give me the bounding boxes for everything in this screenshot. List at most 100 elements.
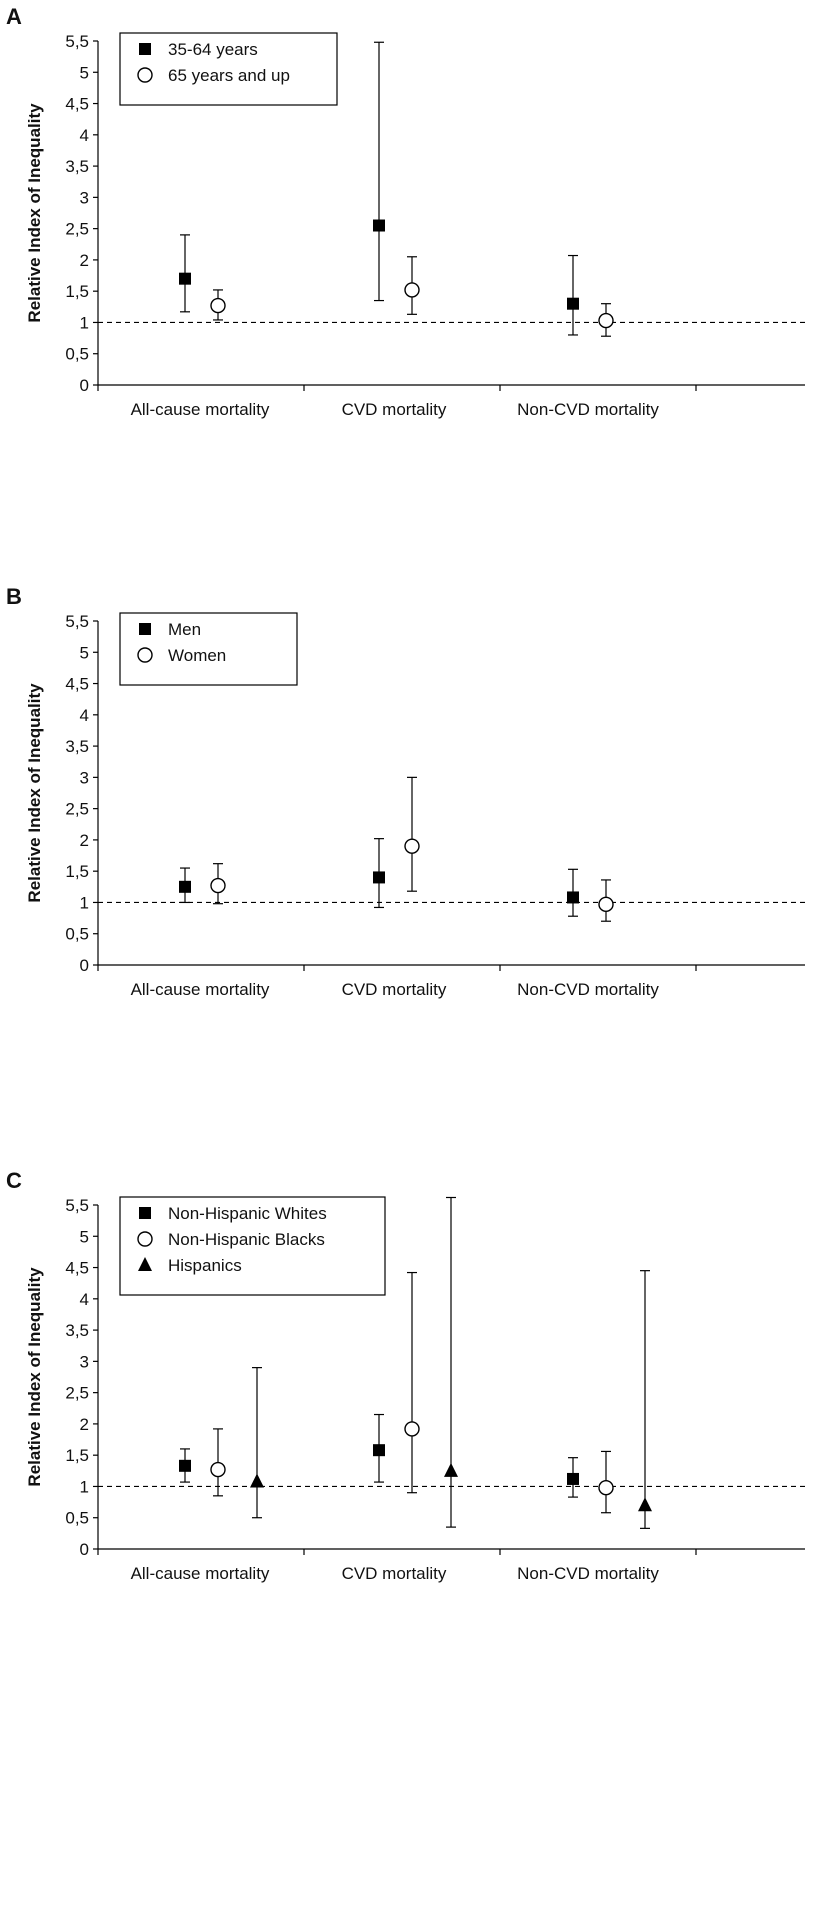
series-non-hispanic-whites xyxy=(179,1413,579,1498)
data-point xyxy=(179,272,191,285)
panel-label: C xyxy=(6,1168,22,1193)
y-tick-label: 1,5 xyxy=(65,1446,89,1465)
data-point xyxy=(598,1480,614,1496)
legend-label: Hispanics xyxy=(168,1256,242,1275)
chart-panel-a: A 0 0,5 1 1,5 2 2,5 3 3,5 4 4,5 5 5,5 Relative Index … xyxy=(6,4,805,419)
series-65-years-and-up xyxy=(210,256,614,337)
data-point xyxy=(638,1497,652,1512)
y-tick-label: 1 xyxy=(80,893,89,912)
y-tick-label: 3,5 xyxy=(65,1321,89,1340)
data-point xyxy=(598,312,614,329)
data-point xyxy=(567,297,579,310)
y-tick-label: 4,5 xyxy=(65,675,89,694)
series-women xyxy=(210,776,614,922)
chart-panel-b: B 0 0,5 1 1,5 2 2,5 3 3,5 4 4,5 5 5,5 Relative Index … xyxy=(6,584,805,999)
x-category-label: Non-CVD mortality xyxy=(517,400,659,419)
y-axis-title: Relative Index of Inequality xyxy=(25,1267,44,1487)
y-tick-label: 5,5 xyxy=(65,32,89,51)
legend-marker xyxy=(137,647,153,663)
panel-label: A xyxy=(6,4,22,29)
y-tick-label: 3 xyxy=(80,1352,89,1371)
data-point xyxy=(404,838,420,854)
data-point xyxy=(179,880,191,893)
legend-box xyxy=(119,1196,386,1296)
legend-label: 35-64 years xyxy=(168,40,258,59)
data-point xyxy=(444,1462,458,1477)
legend-marker xyxy=(137,1231,153,1247)
legend-marker xyxy=(139,623,151,635)
data-point xyxy=(373,871,385,884)
y-tick-label: 0,5 xyxy=(65,1509,89,1528)
y-tick-label: 2,5 xyxy=(65,1384,89,1403)
y-tick-label: 4 xyxy=(80,1290,89,1309)
x-category-label: All-cause mortality xyxy=(131,980,270,999)
data-point xyxy=(210,877,226,894)
y-tick-label: 3,5 xyxy=(65,737,89,756)
series-hispanics xyxy=(250,1196,652,1529)
y-tick-label: 4 xyxy=(80,126,89,145)
y-tick-label: 0 xyxy=(80,1540,89,1559)
y-tick-label: 1 xyxy=(80,313,89,332)
legend-marker xyxy=(139,43,151,55)
legend-marker xyxy=(138,1257,152,1271)
data-point xyxy=(404,282,420,298)
x-category-label: Non-CVD mortality xyxy=(517,1564,659,1583)
chart-panel-c: C 0 0,5 1 1,5 2 2,5 3 3,5 4 4,5 5 5,5 Relative Index … xyxy=(6,1168,805,1583)
x-category-label: CVD mortality xyxy=(342,400,447,419)
x-category-label: CVD mortality xyxy=(342,980,447,999)
y-tick-label: 1 xyxy=(80,1477,89,1496)
data-point xyxy=(373,1444,385,1457)
y-tick-label: 5,5 xyxy=(65,612,89,631)
data-point xyxy=(567,891,579,904)
y-tick-label: 0 xyxy=(80,956,89,975)
legend-label: Non-Hispanic Whites xyxy=(168,1204,327,1223)
legend-label: 65 years and up xyxy=(168,66,290,85)
legend: Non-Hispanic Whites Non-Hispanic Blacks Hi… xyxy=(119,1196,386,1296)
legend-label: Men xyxy=(168,620,201,639)
y-tick-label: 2,5 xyxy=(65,800,89,819)
y-axis-title: Relative Index of Inequality xyxy=(25,103,44,323)
data-point xyxy=(373,219,385,232)
y-tick-label: 5 xyxy=(80,1227,89,1246)
legend: Men Women xyxy=(119,612,298,686)
y-tick-label: 5,5 xyxy=(65,1196,89,1215)
x-category-label: All-cause mortality xyxy=(131,1564,270,1583)
legend-label: Non-Hispanic Blacks xyxy=(168,1230,325,1249)
x-category-label: All-cause mortality xyxy=(131,400,270,419)
series-men xyxy=(179,838,579,917)
x-category-label: CVD mortality xyxy=(342,1564,447,1583)
data-point xyxy=(567,1472,579,1485)
y-tick-label: 3 xyxy=(80,768,89,787)
y-tick-label: 4,5 xyxy=(65,95,89,114)
panel-label: B xyxy=(6,584,22,609)
data-point xyxy=(404,1421,420,1437)
y-tick-label: 5 xyxy=(80,63,89,82)
y-tick-label: 2 xyxy=(80,1415,89,1434)
y-tick-label: 4 xyxy=(80,706,89,725)
series-non-hispanic-blacks xyxy=(210,1271,614,1514)
y-tick-label: 1,5 xyxy=(65,282,89,301)
data-point xyxy=(210,1461,226,1478)
y-tick-label: 1,5 xyxy=(65,862,89,881)
series-35-64-years xyxy=(179,41,579,336)
y-tick-label: 3,5 xyxy=(65,157,89,176)
data-point xyxy=(179,1459,191,1472)
data-point xyxy=(250,1473,264,1488)
data-point xyxy=(210,297,226,314)
legend-box xyxy=(119,32,338,106)
y-tick-label: 0,5 xyxy=(65,925,89,944)
y-tick-label: 5 xyxy=(80,643,89,662)
y-tick-label: 2 xyxy=(80,831,89,850)
y-tick-label: 2 xyxy=(80,251,89,270)
y-tick-label: 0 xyxy=(80,376,89,395)
y-tick-label: 3 xyxy=(80,188,89,207)
legend-label: Women xyxy=(168,646,226,665)
x-category-label: Non-CVD mortality xyxy=(517,980,659,999)
data-point xyxy=(598,896,614,913)
legend-marker xyxy=(139,1207,151,1219)
legend: 35-64 years 65 years and up xyxy=(119,32,338,106)
y-tick-label: 0,5 xyxy=(65,345,89,364)
y-tick-label: 4,5 xyxy=(65,1259,89,1278)
legend-marker xyxy=(137,67,153,83)
